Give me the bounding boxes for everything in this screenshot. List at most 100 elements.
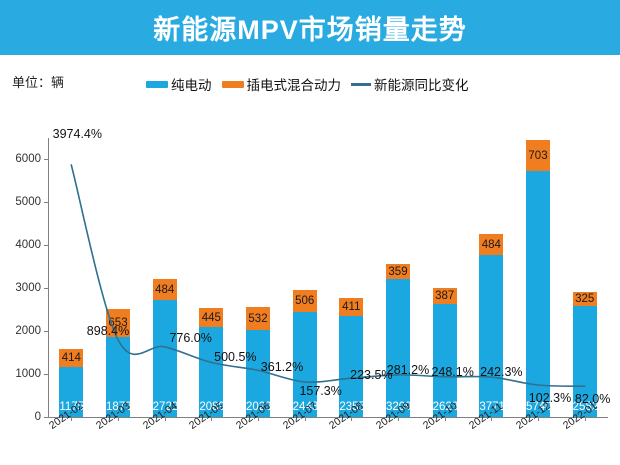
trend-percent-label: 3974.4%	[52, 127, 103, 142]
bar-column[interactable]: 1873 653	[106, 308, 132, 417]
legend-item-2[interactable]: 插电式混合动力	[221, 74, 342, 94]
x-axis-tick-mark	[211, 417, 213, 421]
trend-percent-label: 102.3%	[528, 391, 572, 406]
bar-value-label-bev: 2582	[572, 401, 599, 413]
y-axis-line	[48, 138, 49, 417]
bar-segment-bev[interactable]: 2355	[339, 315, 365, 417]
x-axis-tick-mark	[164, 417, 166, 421]
y-axis-tick-label: 3000	[15, 282, 41, 295]
legend-label: 新能源同比变化	[374, 78, 469, 93]
bar-column[interactable]: 2089 445	[199, 308, 225, 417]
bar-segment-bev[interactable]: 2582	[572, 306, 599, 417]
bar-segment-phev[interactable]: 411	[339, 298, 364, 316]
trend-line	[70, 164, 586, 387]
trend-percent-label: 248.1%	[431, 364, 474, 379]
chart-header: 新能源MPV市场销量走势	[0, 0, 620, 55]
y-axis-tick-mark	[44, 331, 48, 333]
bar-segment-bev[interactable]: 2089	[199, 327, 225, 417]
bar-segment-phev[interactable]: 414	[59, 348, 84, 367]
y-axis-tick-mark	[44, 417, 48, 418]
x-axis-tick-mark	[351, 417, 353, 421]
chart-legend: 纯电动 插电式混合动力 新能源同比变化	[146, 74, 475, 94]
bar-value-label-phev: 387	[435, 290, 455, 303]
legend-swatch-icon	[221, 80, 244, 88]
bar-segment-bev[interactable]: 3209	[386, 279, 412, 417]
bar-column[interactable]: 2623 387	[432, 287, 459, 417]
bar-value-label-bev: 2355	[339, 401, 365, 413]
y-axis-tick-mark	[44, 245, 48, 247]
y-axis-tick-label: 6000	[15, 153, 41, 166]
bar-value-label-bev: 5740	[526, 401, 552, 413]
x-axis-tick-mark	[538, 417, 539, 421]
bar-column[interactable]: 3209 359	[386, 263, 412, 417]
bar-value-label-phev: 484	[481, 238, 501, 251]
bar-segment-phev[interactable]: 484	[479, 234, 504, 256]
legend-label: 插电式混合动力	[246, 78, 342, 93]
bar-value-label-bev: 3209	[386, 401, 412, 413]
bar-segment-phev[interactable]: 325	[572, 292, 597, 307]
bar-segment-phev[interactable]: 703	[526, 140, 550, 171]
bar-column[interactable]: 2355 411	[339, 298, 365, 417]
trend-percent-label: 242.3%	[480, 365, 523, 380]
bar-segment-bev[interactable]: 3771	[479, 255, 505, 417]
y-axis-tick-mark	[44, 374, 48, 376]
bar-segment-bev[interactable]: 1175	[59, 366, 85, 417]
bar-value-label-bev: 1873	[106, 401, 132, 413]
bar-column[interactable]: 2023 532	[246, 307, 272, 417]
legend-label: 纯电动	[171, 78, 212, 93]
bar-value-label-bev: 2623	[432, 401, 459, 413]
bar-column[interactable]: 2722 484	[152, 279, 178, 417]
bar-segment-phev[interactable]: 506	[292, 290, 317, 313]
x-axis-tick-mark	[71, 417, 73, 421]
y-axis-tick-label: 1000	[15, 368, 41, 381]
x-axis-line	[48, 417, 608, 418]
bar-segment-bev[interactable]: 2623	[432, 304, 459, 417]
bar-column[interactable]: 1175 414	[59, 348, 85, 417]
bar-column[interactable]: 2443 506	[292, 290, 318, 417]
bar-value-label-phev: 445	[201, 311, 221, 324]
bar-segment-phev[interactable]: 445	[199, 308, 224, 328]
trend-percent-label: 281.2%	[386, 362, 430, 377]
bar-value-label-phev: 411	[342, 301, 361, 314]
trend-percent-label: 157.3%	[299, 383, 342, 398]
trend-line-path	[70, 164, 586, 387]
bar-segment-bev[interactable]: 5740	[526, 170, 552, 417]
bar-value-label-phev: 653	[108, 316, 128, 329]
legend-item-1[interactable]: 纯电动	[146, 74, 212, 94]
bar-segment-phev[interactable]: 653	[106, 308, 130, 337]
bar-value-label-phev: 359	[388, 265, 408, 278]
trend-percent-label: 82.0%	[574, 392, 611, 407]
bar-column[interactable]: 3771 484	[479, 234, 505, 417]
bar-value-label-bev: 2023	[246, 401, 272, 413]
trend-percent-label: 898.4%	[86, 323, 130, 338]
bar-column[interactable]: 2582 325	[572, 292, 599, 417]
y-axis-tick-mark	[44, 159, 48, 161]
bar-segment-bev[interactable]: 2443	[292, 312, 318, 417]
bar-column[interactable]: 5740 703	[526, 140, 552, 417]
y-axis-tick-label: 0	[34, 411, 41, 423]
x-axis-tick-mark	[304, 417, 306, 421]
bar-segment-phev[interactable]: 484	[152, 279, 177, 301]
unit-label: 单位：辆	[12, 75, 65, 90]
y-axis-tick-label: 5000	[15, 196, 41, 209]
y-axis-tick-mark	[44, 288, 48, 290]
trend-percent-label: 361.2%	[260, 360, 304, 375]
trend-percent-label: 500.5%	[214, 350, 257, 365]
bar-segment-phev[interactable]: 387	[432, 287, 457, 305]
legend-swatch-icon	[146, 80, 168, 88]
bar-segment-bev[interactable]: 2023	[246, 330, 272, 417]
y-axis-tick-label: 4000	[15, 239, 41, 252]
x-axis-tick-mark	[258, 417, 259, 421]
bar-segment-phev[interactable]: 359	[386, 263, 410, 280]
bar-value-label-phev: 703	[528, 149, 548, 162]
bar-segment-bev[interactable]: 2722	[152, 300, 178, 417]
x-axis-tick-mark	[444, 417, 446, 421]
legend-item-3[interactable]: 新能源同比变化	[351, 74, 469, 94]
trend-percent-label: 776.0%	[169, 330, 212, 345]
bar-value-label-bev: 3771	[479, 401, 505, 413]
bar-value-label-bev: 1175	[59, 401, 85, 413]
y-axis-tick-label: 2000	[15, 325, 41, 338]
bar-segment-phev[interactable]: 532	[246, 307, 270, 331]
y-axis-tick-mark	[44, 202, 48, 204]
